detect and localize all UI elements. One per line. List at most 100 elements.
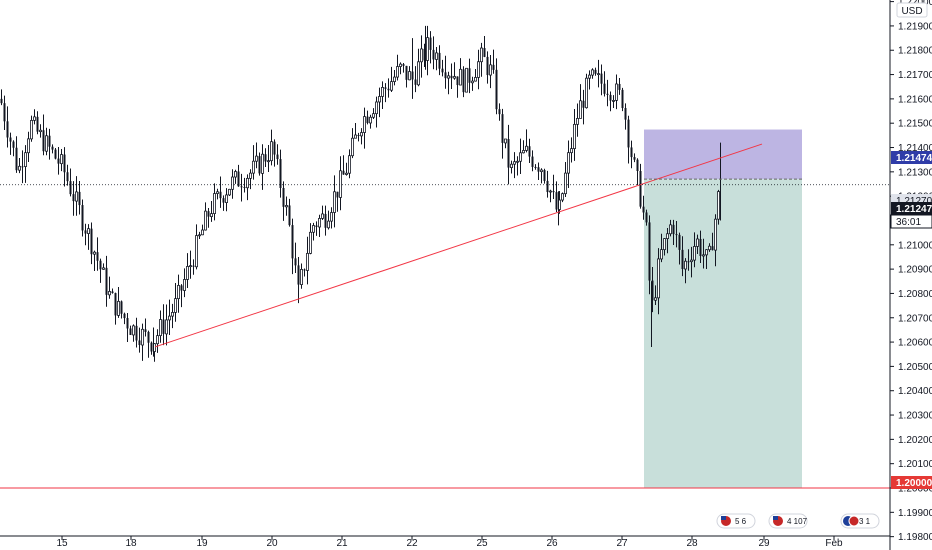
candle: [360, 128, 363, 145]
candle: [414, 66, 417, 93]
candle: [192, 259, 195, 275]
candle: [474, 69, 477, 82]
candle: [471, 76, 474, 91]
candle: [555, 181, 558, 212]
entry-level-tag-label: 1.21270: [896, 196, 932, 207]
candle: [108, 276, 111, 299]
candle: [273, 139, 276, 167]
candle: [606, 79, 609, 107]
candle: [132, 324, 135, 342]
candle: [432, 36, 435, 70]
candle: [717, 189, 720, 225]
y-tick-label: 1.21400: [898, 143, 932, 154]
candle: [594, 67, 597, 76]
candle: [102, 263, 105, 270]
candle: [219, 176, 222, 208]
candle: [60, 149, 63, 172]
candle: [246, 174, 249, 201]
candle: [225, 188, 228, 212]
candle: [384, 83, 387, 103]
candle: [237, 164, 240, 187]
event-marker[interactable]: 4 107: [768, 513, 808, 529]
candle: [63, 147, 66, 187]
candle: [408, 66, 411, 81]
x-tick-label: 27: [616, 538, 628, 549]
currency-label: USD: [901, 6, 922, 17]
time-axis[interactable]: 15 18 19 20 21 22 25 26 27 28 29 Feb: [56, 536, 843, 549]
candle: [348, 149, 351, 179]
y-tick-label: 1.19900: [898, 508, 932, 519]
candle: [276, 144, 279, 165]
candle: [561, 192, 564, 203]
stop-loss-zone[interactable]: [644, 129, 802, 180]
y-tick-label: 1.20400: [898, 386, 932, 397]
candle: [672, 219, 675, 246]
candle: [201, 224, 204, 236]
y-tick-label: 1.20300: [898, 411, 932, 422]
candle: [642, 195, 645, 220]
candle: [423, 43, 426, 68]
candle: [96, 237, 99, 271]
candle: [711, 232, 714, 251]
candle: [465, 67, 468, 93]
event-marker[interactable]: 3 1: [840, 513, 880, 529]
candle: [120, 300, 123, 319]
candle: [387, 78, 390, 98]
candle: [168, 299, 171, 335]
candle: [33, 109, 36, 125]
candle: [0, 89, 3, 106]
take-profit-zone[interactable]: [644, 179, 802, 489]
candle: [78, 181, 81, 215]
candle: [129, 325, 132, 335]
candle: [429, 31, 432, 64]
candle: [264, 148, 267, 167]
y-tick-label: 1.21700: [898, 70, 932, 81]
candle: [531, 150, 534, 172]
upper-target-tag[interactable]: [891, 151, 932, 164]
y-tick-label: 1.21800: [898, 46, 932, 57]
y-tick-label: 1.20700: [898, 313, 932, 324]
candle: [495, 58, 498, 115]
candle: [372, 108, 375, 120]
price-axis[interactable]: 1.221001.220001.219001.218001.217001.216…: [890, 0, 932, 543]
support-level-tag-label: 1.20000: [896, 478, 932, 489]
candle: [87, 224, 90, 250]
candle: [567, 140, 570, 188]
candle: [699, 230, 702, 263]
candle: [570, 137, 573, 163]
candle: [564, 161, 567, 197]
candle: [459, 58, 462, 86]
us-flag-canton: [773, 516, 778, 520]
candle: [669, 219, 672, 237]
upper-target-tag-label: 1.21474: [896, 153, 932, 164]
candle: [576, 103, 579, 137]
candle: [12, 140, 15, 157]
x-tick-label: Feb: [825, 538, 843, 549]
candle: [309, 223, 312, 255]
candle: [342, 155, 345, 175]
event-marker[interactable]: 5 6: [716, 513, 756, 529]
candle: [525, 129, 528, 153]
trendline[interactable]: [154, 143, 763, 348]
candle: [213, 183, 216, 221]
candle: [327, 210, 330, 230]
countdown-tag[interactable]: [890, 214, 932, 229]
candle: [189, 250, 192, 279]
candle: [600, 64, 603, 96]
candle: [705, 249, 708, 270]
candle: [462, 66, 465, 98]
candle: [93, 250, 96, 272]
support-level-tag[interactable]: [891, 476, 932, 489]
candle: [318, 214, 321, 237]
currency-badge[interactable]: [896, 2, 928, 18]
candle: [399, 62, 402, 75]
candle: [522, 140, 525, 154]
x-tick-label: 18: [125, 538, 137, 549]
candle: [702, 238, 705, 269]
x-tick-label: 22: [406, 538, 418, 549]
last-price-tag-label: 1.21247: [896, 204, 932, 215]
candle: [396, 54, 399, 81]
candle: [504, 138, 507, 149]
last-price-tag[interactable]: [891, 202, 932, 215]
